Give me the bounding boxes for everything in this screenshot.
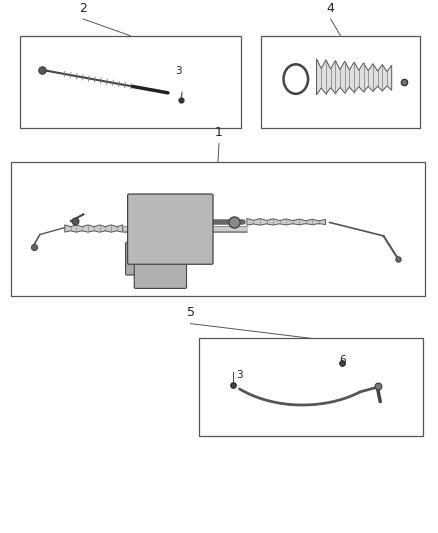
- FancyBboxPatch shape: [134, 253, 187, 288]
- Text: 3: 3: [176, 66, 182, 76]
- Polygon shape: [247, 219, 325, 225]
- Bar: [261, 36, 420, 128]
- Text: 5: 5: [187, 306, 194, 319]
- Polygon shape: [317, 59, 392, 95]
- Bar: [11, 162, 425, 296]
- FancyBboxPatch shape: [126, 243, 170, 275]
- Text: 2: 2: [79, 2, 87, 15]
- Text: 4: 4: [327, 2, 335, 15]
- Polygon shape: [65, 225, 123, 232]
- FancyBboxPatch shape: [127, 194, 213, 264]
- Bar: [199, 338, 423, 435]
- Text: 1: 1: [215, 126, 223, 140]
- Bar: [20, 36, 241, 128]
- Text: 3: 3: [236, 370, 243, 381]
- Text: 6: 6: [339, 355, 346, 365]
